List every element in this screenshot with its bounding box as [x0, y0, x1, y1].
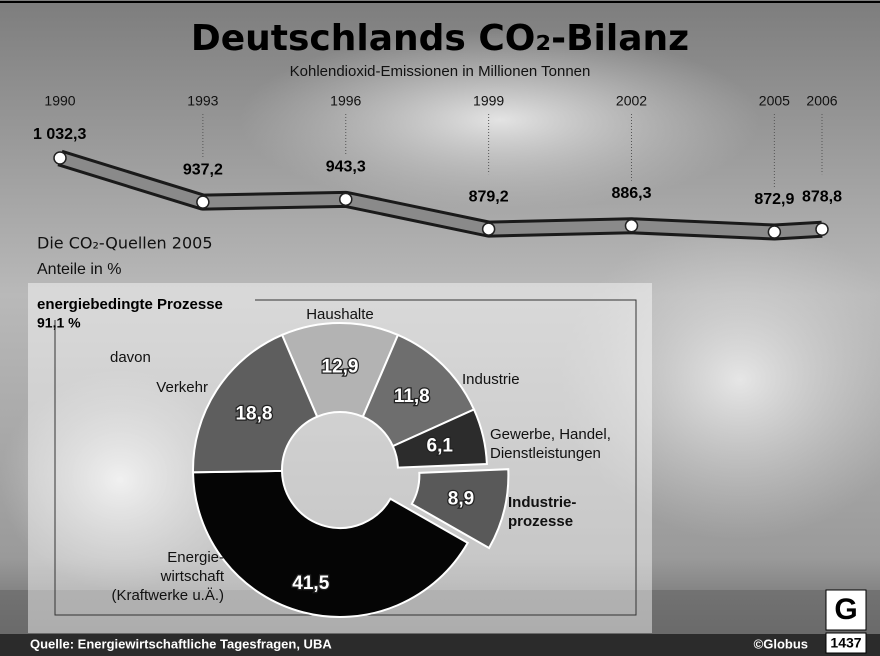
slice-category-label: Gewerbe, Handel, Dienstleistungen — [490, 425, 611, 463]
credit: ©Globus — [754, 636, 808, 651]
value-label: 943,3 — [326, 159, 366, 176]
x-tick-label: 1990 — [44, 93, 75, 109]
value-label: 872,9 — [754, 191, 794, 208]
x-tick-label: 1996 — [330, 93, 361, 109]
slice-category-label: Industrie — [462, 370, 520, 389]
value-label: 937,2 — [183, 161, 223, 178]
slice-value-label: 12,9 — [322, 357, 359, 378]
slice-category-label: Verkehr — [130, 378, 208, 397]
graphic-number: 1437 — [830, 635, 861, 651]
x-tick-label: 2006 — [806, 93, 837, 109]
data-point — [197, 196, 209, 208]
data-point — [768, 226, 780, 238]
value-label: 878,8 — [802, 188, 842, 205]
group-value: 91,1 % — [37, 315, 81, 331]
x-tick-label: 2002 — [616, 93, 647, 109]
x-tick-label: 1999 — [473, 93, 504, 109]
group-label: energiebedingte Prozesse — [37, 296, 223, 313]
data-point — [54, 152, 66, 164]
x-tick-label: 2005 — [759, 93, 790, 109]
data-point — [483, 223, 495, 235]
slice-value-label: 6,1 — [427, 435, 454, 456]
data-point — [816, 223, 828, 235]
data-point — [340, 193, 352, 205]
logo: G — [834, 593, 857, 626]
slice-value-label: 11,8 — [394, 386, 430, 407]
value-label: 879,2 — [469, 188, 509, 205]
title: Deutschlands CO₂-Bilanz — [191, 18, 689, 59]
value-label: 1 032,3 — [33, 126, 86, 143]
subtitle: Kohlendioxid-Emissionen in Millionen Ton… — [290, 63, 591, 80]
slice-category-label: Haushalte — [300, 305, 380, 324]
data-point — [626, 220, 638, 232]
donut-title: Die CO₂-Quellen 2005 — [37, 234, 213, 253]
x-tick-label: 1993 — [187, 93, 218, 109]
value-label: 886,3 — [611, 185, 651, 202]
source: Quelle: Energiewirtschaftliche Tagesfrag… — [30, 636, 332, 651]
slice-category-label: Industrie- prozesse — [508, 493, 576, 531]
slice-category-label: Energie- wirtschaft (Kraftwerke u.Ä.) — [100, 548, 224, 605]
slice-value-label: 18,8 — [235, 403, 272, 424]
infographic: Deutschlands CO₂-Bilanz Kohlendioxid-Emi… — [0, 0, 880, 656]
slice-value-label: 41,5 — [292, 573, 329, 594]
donut-subtitle: Anteile in % — [37, 261, 122, 278]
slice-value-label: 8,9 — [448, 488, 474, 509]
davon-label: davon — [110, 349, 151, 366]
